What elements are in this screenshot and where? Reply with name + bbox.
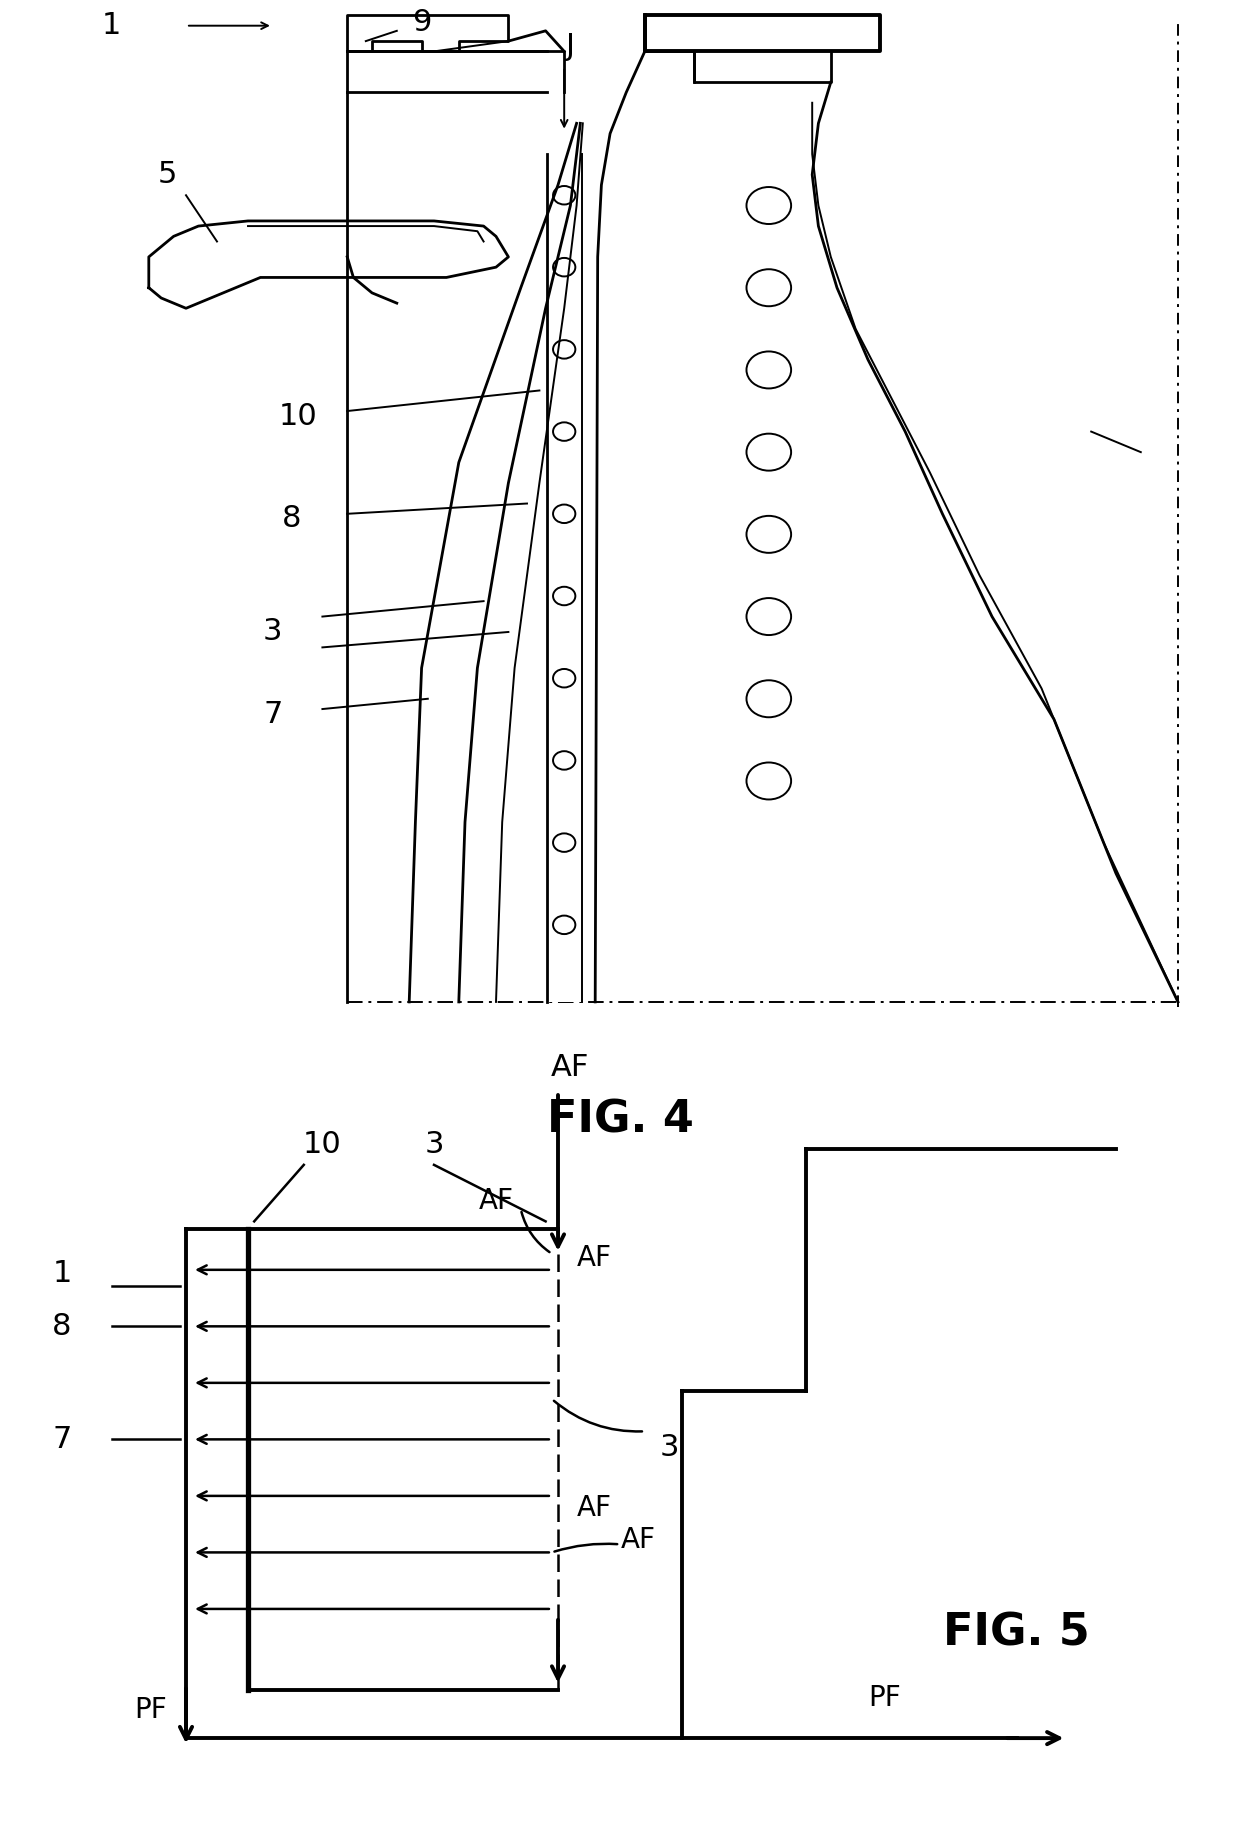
Text: 10: 10 xyxy=(278,402,317,431)
Text: PF: PF xyxy=(135,1696,167,1723)
Text: 3: 3 xyxy=(263,617,283,646)
Text: FIG. 4: FIG. 4 xyxy=(547,1099,693,1141)
Text: AF: AF xyxy=(577,1244,611,1272)
Text: 1: 1 xyxy=(102,11,122,40)
Text: 1: 1 xyxy=(52,1259,72,1288)
Text: AF: AF xyxy=(621,1527,656,1554)
Bar xyxy=(547,154,582,1002)
Text: 3: 3 xyxy=(424,1130,444,1160)
Text: 7: 7 xyxy=(263,699,283,728)
Text: 9: 9 xyxy=(412,7,432,37)
Text: FIG. 5: FIG. 5 xyxy=(944,1611,1090,1655)
Text: AF: AF xyxy=(479,1187,513,1215)
Text: J: J xyxy=(565,31,575,61)
Text: PF: PF xyxy=(868,1685,900,1712)
Text: 8: 8 xyxy=(52,1312,72,1341)
Text: 5: 5 xyxy=(157,160,177,189)
Text: 8: 8 xyxy=(281,505,301,534)
Text: 7: 7 xyxy=(52,1424,72,1453)
Text: 10: 10 xyxy=(303,1130,342,1160)
Text: AF: AF xyxy=(577,1494,611,1521)
Text: AF: AF xyxy=(552,1053,589,1083)
Text: 3: 3 xyxy=(660,1433,680,1462)
